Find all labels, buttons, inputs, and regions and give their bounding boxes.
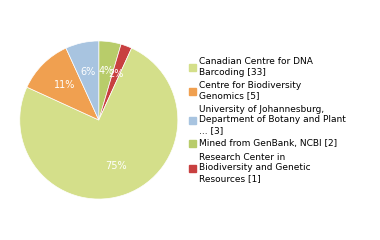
Text: 4%: 4% [98, 66, 113, 77]
Text: 75%: 75% [105, 161, 127, 171]
Text: 6%: 6% [81, 67, 96, 77]
Wedge shape [99, 41, 121, 120]
Text: 11%: 11% [54, 80, 75, 90]
Wedge shape [20, 48, 178, 199]
Wedge shape [27, 48, 99, 120]
Wedge shape [99, 44, 131, 120]
Wedge shape [66, 41, 99, 120]
Text: 2%: 2% [108, 69, 124, 79]
Legend: Canadian Centre for DNA
Barcoding [33], Centre for Biodiversity
Genomics [5], Un: Canadian Centre for DNA Barcoding [33], … [185, 54, 350, 186]
